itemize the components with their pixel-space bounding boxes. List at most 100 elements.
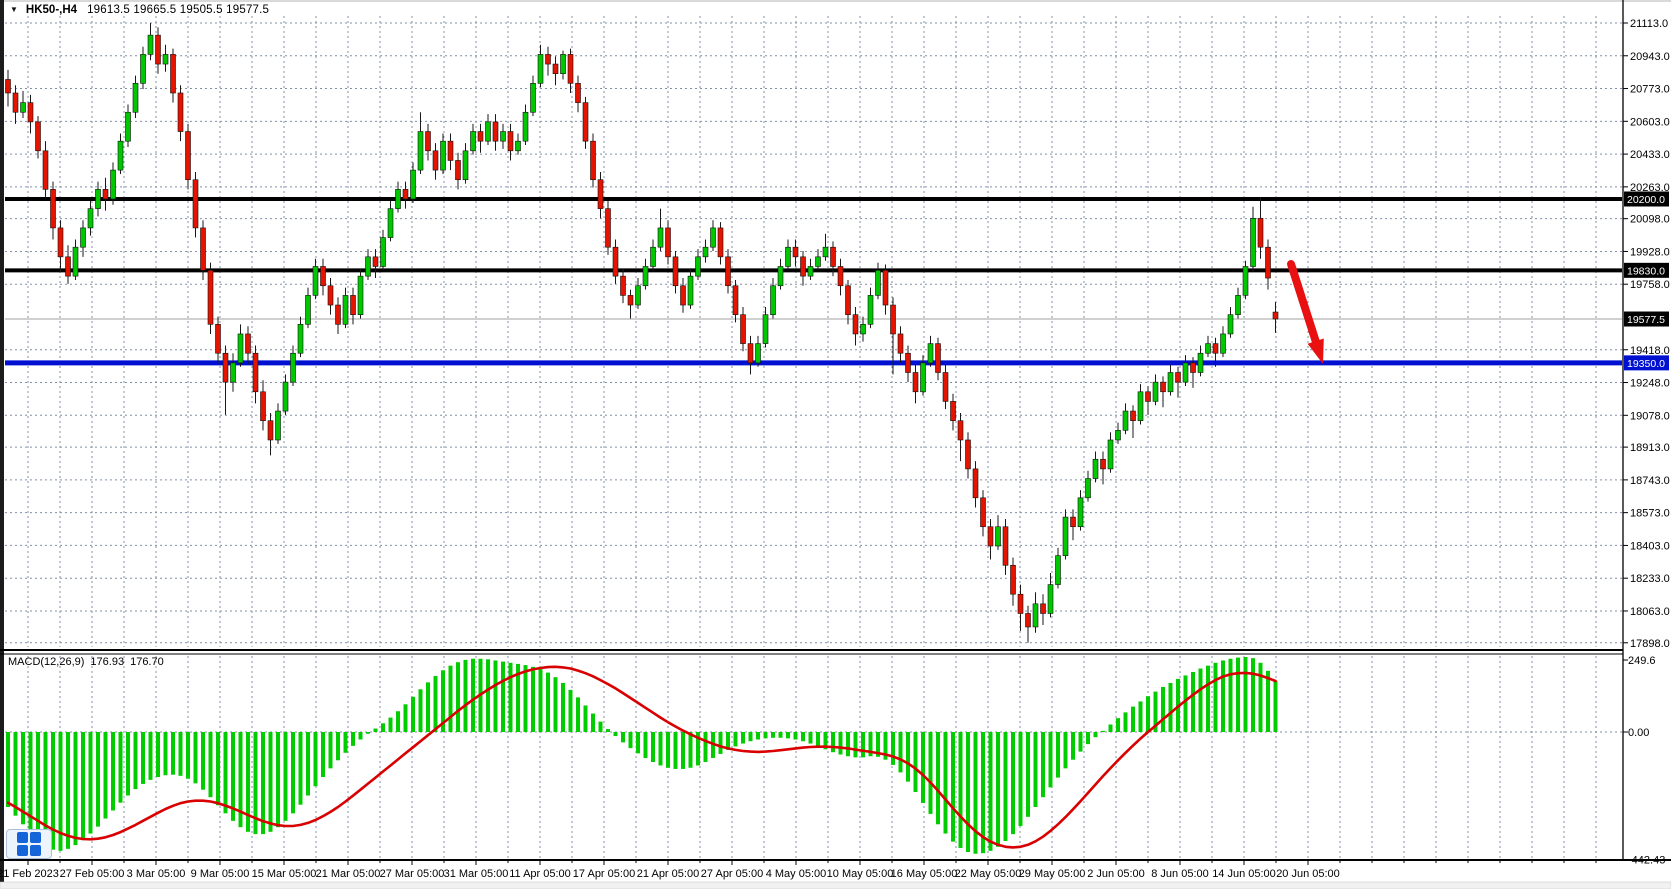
candle-body bbox=[927, 343, 934, 364]
candle-body bbox=[1010, 564, 1016, 595]
price-tick-label: 18913.0 bbox=[1630, 442, 1670, 454]
time-tick-label: 21 Apr 05:00 bbox=[637, 868, 699, 880]
time-tick-label: 20 Jun 05:00 bbox=[1276, 868, 1340, 880]
macd-bar bbox=[1213, 662, 1218, 732]
candle-body bbox=[740, 314, 746, 344]
macd-bar bbox=[456, 662, 460, 732]
trend-arrow-annotation[interactable] bbox=[1287, 260, 1324, 364]
candle-body bbox=[1115, 430, 1121, 441]
price-tick-label: 20433.0 bbox=[1630, 149, 1670, 161]
candle-body bbox=[380, 237, 386, 267]
candle-body bbox=[27, 102, 34, 123]
time-axis[interactable]: 21 Feb 2023 27 Feb 05:00 3 Mar 05:00 9 Mar … bbox=[0, 860, 1597, 880]
macd-bar bbox=[1071, 732, 1075, 760]
macd-bar bbox=[208, 732, 213, 798]
candle-body bbox=[1077, 497, 1084, 528]
candle-body bbox=[72, 246, 79, 277]
macd-bar bbox=[861, 732, 865, 758]
macd-bar bbox=[628, 732, 633, 749]
price-tick-label: 21113.0 bbox=[1630, 18, 1668, 30]
price-axis[interactable]: 21113.0 20943.0 20773.0 20603.0 20433.0 20263… bbox=[1623, 18, 1670, 867]
macd-bar bbox=[951, 732, 955, 842]
macd-bar bbox=[763, 732, 768, 739]
macd-bar bbox=[276, 732, 280, 828]
candle-body bbox=[522, 111, 529, 142]
macd-bar bbox=[336, 732, 340, 761]
macd-bar bbox=[43, 732, 48, 846]
macd-bar bbox=[126, 732, 130, 796]
macd-bar bbox=[1011, 732, 1015, 835]
status-strip bbox=[0, 881, 1671, 889]
macd-bar bbox=[981, 732, 985, 854]
candle-body bbox=[282, 381, 289, 412]
candle-body bbox=[387, 208, 394, 238]
macd-bar bbox=[433, 676, 438, 732]
macd-bar bbox=[1198, 668, 1203, 732]
macd-bar bbox=[81, 732, 85, 841]
macd-tick-label: -442.43 bbox=[1628, 855, 1665, 867]
macd-tick-label: 249.6 bbox=[1628, 655, 1656, 667]
price-tag-label: 20200.0 bbox=[1627, 194, 1665, 206]
candle-body bbox=[447, 140, 454, 161]
macd-bar bbox=[876, 732, 880, 757]
candle-body bbox=[882, 270, 889, 306]
macd-signal-line bbox=[6, 665, 1277, 849]
macd-bar bbox=[1138, 701, 1143, 732]
quick-launch-icon[interactable] bbox=[6, 829, 52, 859]
candle-body bbox=[1122, 410, 1129, 431]
macd-bar bbox=[1048, 732, 1053, 788]
candles bbox=[5, 23, 1279, 643]
macd-bar bbox=[6, 732, 10, 807]
candle-body bbox=[1100, 458, 1106, 470]
macd-bar bbox=[996, 732, 1000, 847]
candle-body bbox=[425, 131, 431, 152]
macd-bar bbox=[1093, 732, 1098, 738]
candle-body bbox=[1190, 362, 1196, 373]
macd-bar bbox=[231, 732, 235, 821]
candle-body bbox=[792, 246, 799, 258]
candle-body bbox=[305, 295, 311, 325]
macd-bar bbox=[1078, 732, 1083, 752]
macd-bar bbox=[156, 732, 160, 777]
candle-body bbox=[1272, 311, 1279, 320]
macd-bar bbox=[1123, 712, 1128, 732]
macd-bar bbox=[1026, 732, 1030, 817]
collapse-icon[interactable]: ▼ bbox=[10, 5, 18, 14]
candle-body bbox=[912, 372, 919, 393]
candle-body bbox=[12, 92, 19, 113]
macd-bar bbox=[1228, 658, 1233, 732]
macd-bar bbox=[988, 732, 993, 851]
macd-bar bbox=[96, 732, 100, 827]
candle-body bbox=[935, 343, 941, 373]
price-tick-label: 18233.0 bbox=[1630, 573, 1670, 585]
candle-body bbox=[710, 227, 716, 248]
candle-body bbox=[1055, 555, 1061, 585]
price-tag-label: 19830.0 bbox=[1627, 265, 1665, 277]
price-tag bbox=[1624, 191, 1669, 207]
grid-lines bbox=[5, 16, 1622, 859]
macd-bar bbox=[771, 732, 775, 738]
macd-bar bbox=[823, 732, 828, 750]
chart-title-bar[interactable]: ▼ HK50-,H4 19613.5 19665.5 19505.5 19577.5 bbox=[10, 4, 269, 16]
macd-bar bbox=[921, 732, 925, 803]
candle-body bbox=[537, 54, 544, 84]
candle-body bbox=[170, 54, 176, 94]
macd-bar bbox=[141, 732, 145, 784]
macd-bar bbox=[1146, 696, 1150, 732]
candle-body bbox=[582, 102, 589, 142]
candle-body bbox=[462, 150, 469, 181]
macd-bar bbox=[463, 659, 468, 732]
candle-body bbox=[830, 246, 836, 267]
macd-bar bbox=[703, 732, 708, 762]
macd-bar bbox=[418, 689, 423, 732]
macd-bar bbox=[246, 732, 250, 832]
time-tick-label: 8 Jun 05:00 bbox=[1151, 868, 1209, 880]
candle-body bbox=[627, 295, 634, 306]
candle-body bbox=[245, 333, 251, 354]
candle-body bbox=[87, 208, 94, 229]
level-lines[interactable] bbox=[5, 197, 1622, 366]
macd-bar bbox=[73, 732, 78, 846]
candle-body bbox=[1182, 362, 1189, 383]
candle-body bbox=[372, 256, 379, 267]
